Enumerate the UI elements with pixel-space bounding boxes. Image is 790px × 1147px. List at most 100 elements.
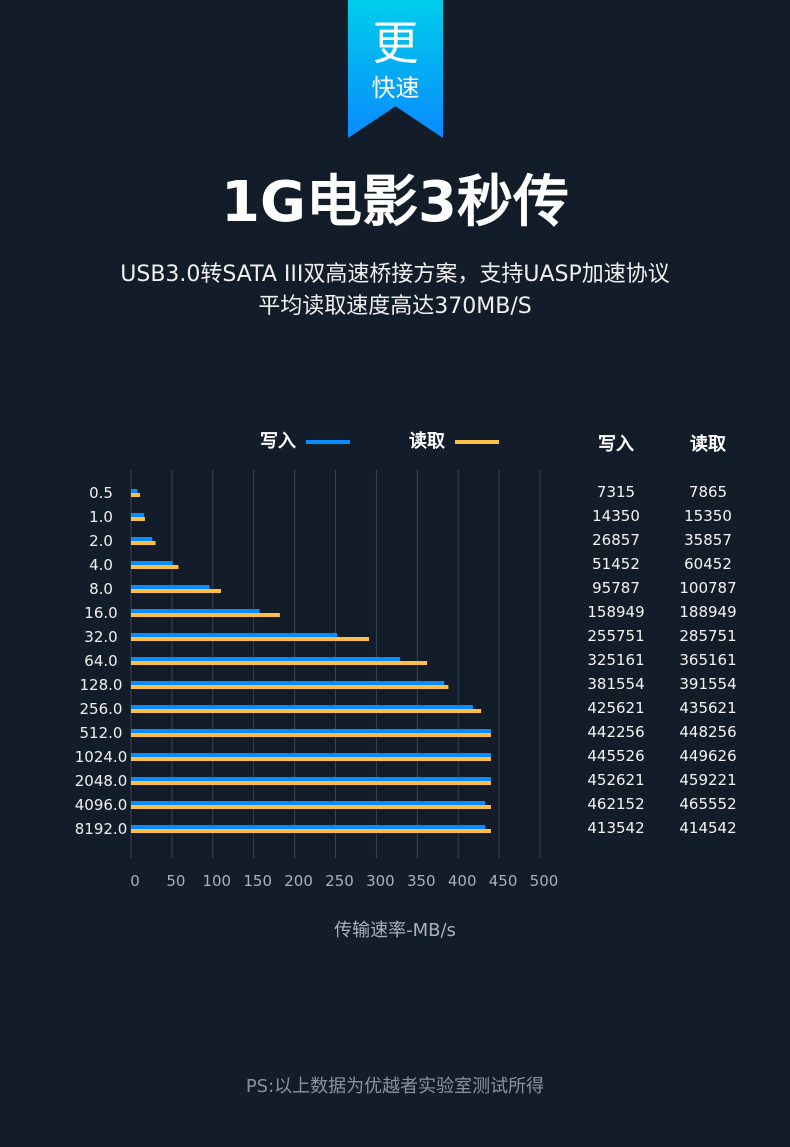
legend-read-label: 读取 <box>409 431 445 452</box>
table-cell-read: 448256 <box>679 723 737 741</box>
bar-write <box>131 777 491 781</box>
x-tick-label: 150 <box>243 872 272 890</box>
x-tick-label: 0 <box>130 872 140 890</box>
y-tick-label: 512.0 <box>80 724 123 742</box>
table-cell-write: 255751 <box>587 627 645 645</box>
bar-read <box>131 733 491 737</box>
y-tick-label: 32.0 <box>84 628 117 646</box>
bar-read <box>131 541 156 545</box>
y-tick-label: 8.0 <box>89 580 113 598</box>
x-tick-label: 50 <box>166 872 185 890</box>
legend-write-label: 写入 <box>260 431 296 452</box>
bar-read <box>131 613 280 617</box>
table-cell-write: 445526 <box>587 747 645 765</box>
y-tick-label: 128.0 <box>80 676 123 694</box>
headline: 1G电影3秒传 <box>221 170 569 235</box>
y-tick-label: 256.0 <box>80 700 123 718</box>
bar-write <box>131 609 260 613</box>
bar-write <box>131 657 401 661</box>
x-tick-label: 100 <box>202 872 231 890</box>
x-tick-label: 400 <box>448 872 477 890</box>
legend-write-swatch <box>306 440 350 444</box>
table-cell-write: 442256 <box>587 723 645 741</box>
bar-read <box>131 637 370 641</box>
bar-write <box>131 825 486 829</box>
bar-write <box>131 729 491 733</box>
bar-write <box>131 489 138 493</box>
y-tick-label: 4.0 <box>89 556 113 574</box>
bar-read <box>131 805 491 809</box>
table-cell-read: 435621 <box>679 699 737 717</box>
x-tick-label: 300 <box>366 872 395 890</box>
bar-read <box>131 517 145 521</box>
bar-write <box>131 513 145 517</box>
table-cell-read: 391554 <box>679 675 737 693</box>
subtitle-line1: USB3.0转SATA III双高速桥接方案，支持UASP加速协议 <box>120 262 670 287</box>
table-cell-write: 26857 <box>592 531 640 549</box>
x-tick-label: 250 <box>325 872 354 890</box>
bar-read <box>131 781 491 785</box>
x-tick-label: 500 <box>530 872 559 890</box>
table-cell-write: 452621 <box>587 771 645 789</box>
table-cell-read: 100787 <box>679 579 737 597</box>
table-cell-write: 14350 <box>592 507 640 525</box>
table-cell-read: 15350 <box>684 507 732 525</box>
y-tick-label: 4096.0 <box>75 796 128 814</box>
table-cell-write: 95787 <box>592 579 640 597</box>
y-tick-label: 1.0 <box>89 508 113 526</box>
table-cell-read: 449626 <box>679 747 737 765</box>
y-tick-label: 64.0 <box>84 652 117 670</box>
y-tick-label: 1024.0 <box>75 748 128 766</box>
table-header-write: 写入 <box>598 434 634 455</box>
table-cell-read: 35857 <box>684 531 732 549</box>
legend-write: 写入 <box>260 430 350 454</box>
bar-write <box>131 561 173 565</box>
bar-read <box>131 661 428 665</box>
bar-write <box>131 753 491 757</box>
y-tick-label: 2048.0 <box>75 772 128 790</box>
x-axis-label: 传输速率-MB/s <box>334 920 456 941</box>
legend-read: 读取 <box>409 430 499 454</box>
bar-read <box>131 829 491 833</box>
table-cell-write: 158949 <box>587 603 645 621</box>
badge-line1: 更 <box>372 16 419 70</box>
bar-read <box>131 565 179 569</box>
table-header-read: 读取 <box>690 434 726 455</box>
table-cell-read: 465552 <box>679 795 737 813</box>
table-cell-write: 413542 <box>587 819 645 837</box>
bar-read <box>131 709 482 713</box>
table-cell-write: 325161 <box>587 651 645 669</box>
footnote: PS:以上数据为优越者实验室测试所得 <box>245 1076 545 1097</box>
y-tick-label: 2.0 <box>89 532 113 550</box>
table-cell-read: 60452 <box>684 555 732 573</box>
bar-read <box>131 757 491 761</box>
bar-write <box>131 705 473 709</box>
y-tick-label: 0.5 <box>89 484 113 502</box>
bar-write <box>131 801 486 805</box>
bar-write <box>131 633 338 637</box>
table-cell-write: 425621 <box>587 699 645 717</box>
table-cell-read: 188949 <box>679 603 737 621</box>
table-cell-write: 381554 <box>587 675 645 693</box>
table-cell-write: 7315 <box>596 483 636 501</box>
legend-read-swatch <box>455 440 499 444</box>
bar-chart: 0 50 100 150 200 250 300 350 400 450 500 0.5 1.0 2.0 4… <box>75 470 559 890</box>
bar-read <box>131 493 140 497</box>
table-cell-read: 365161 <box>679 651 737 669</box>
x-tick-label: 350 <box>407 872 436 890</box>
table-cell-read: 459221 <box>679 771 737 789</box>
bar-write <box>131 681 445 685</box>
bar-write <box>131 585 210 589</box>
bar-read <box>131 589 221 593</box>
bar-write <box>131 537 153 541</box>
y-tick-label: 16.0 <box>84 604 117 622</box>
badge-line2: 快速 <box>371 74 420 102</box>
subtitle-line2: 平均读取速度高达370MB/S <box>258 294 532 319</box>
x-tick-label: 200 <box>284 872 313 890</box>
y-tick-label: 8192.0 <box>75 820 128 838</box>
table-cell-write: 462152 <box>587 795 645 813</box>
table-cell-read: 414542 <box>679 819 737 837</box>
x-tick-label: 450 <box>489 872 518 890</box>
table-cell-read: 7865 <box>688 483 728 501</box>
bar-read <box>131 685 449 689</box>
